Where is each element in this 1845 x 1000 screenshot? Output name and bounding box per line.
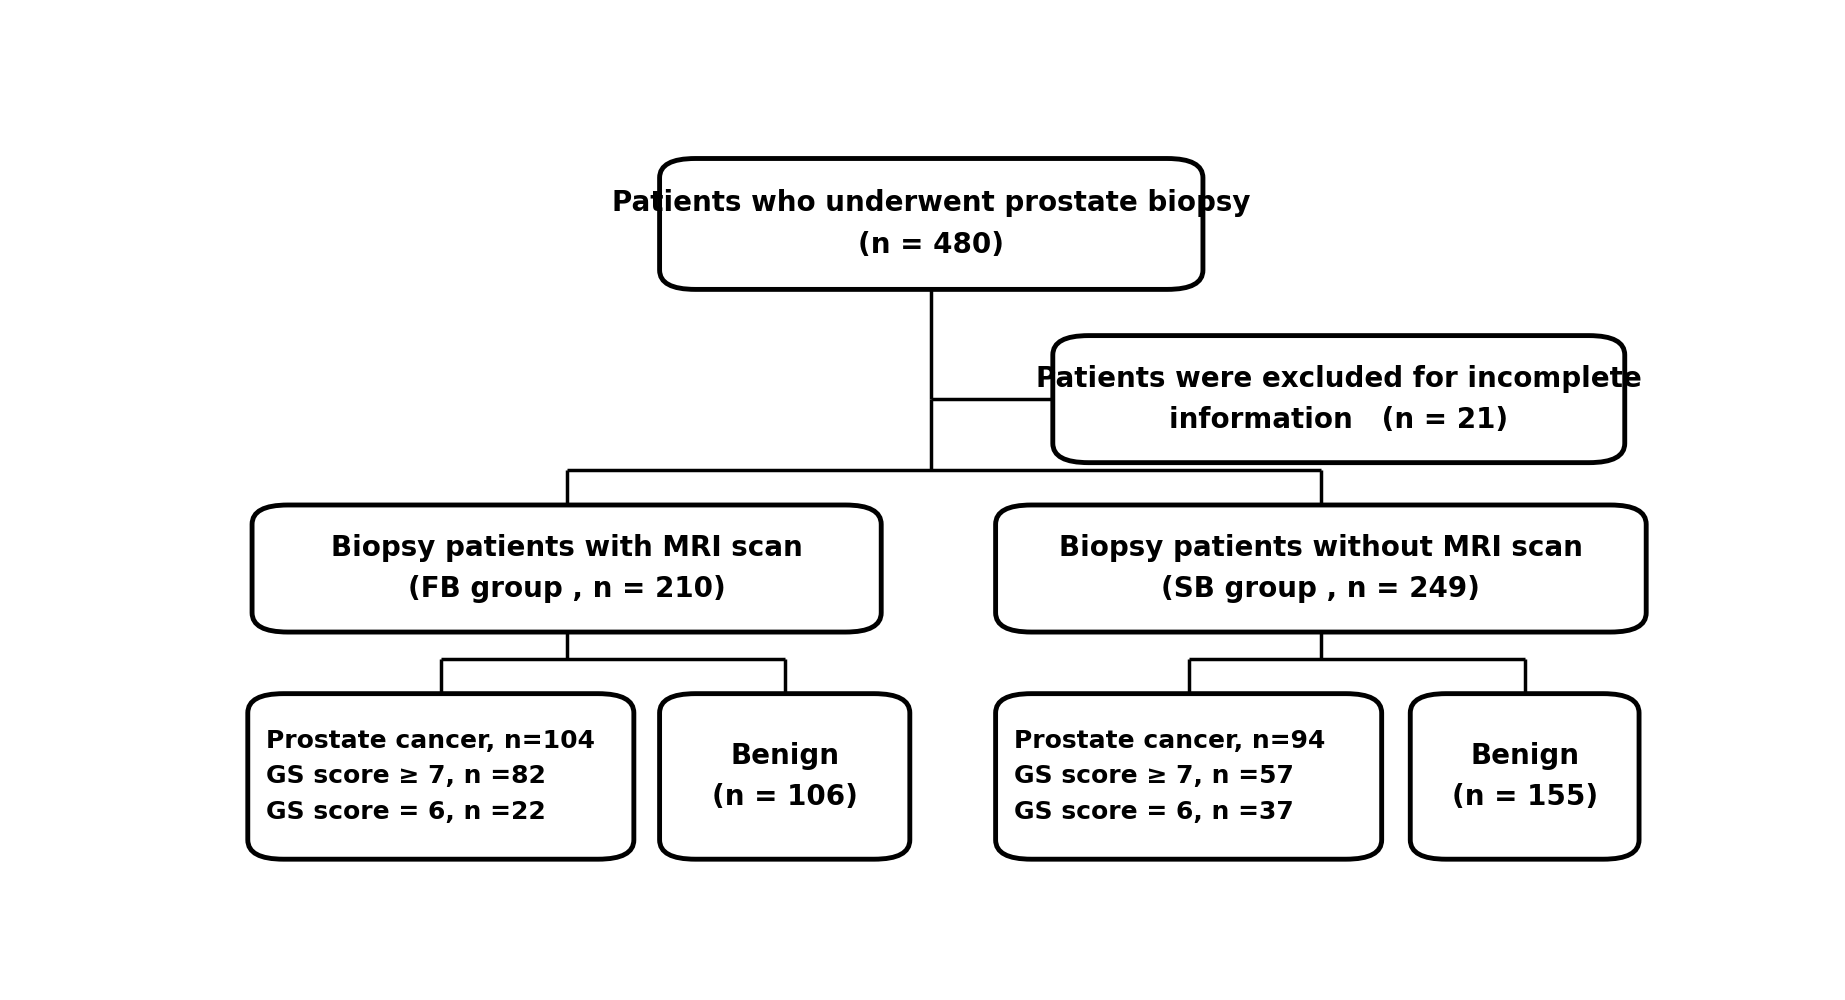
Text: Biopsy patients without MRI scan
(SB group , n = 249): Biopsy patients without MRI scan (SB gro… — [1059, 534, 1583, 603]
Text: Benign
(n = 106): Benign (n = 106) — [712, 742, 858, 811]
FancyBboxPatch shape — [247, 694, 635, 859]
Text: Benign
(n = 155): Benign (n = 155) — [1452, 742, 1598, 811]
FancyBboxPatch shape — [996, 505, 1646, 632]
FancyBboxPatch shape — [1410, 694, 1638, 859]
FancyBboxPatch shape — [1053, 336, 1625, 463]
Text: Patients were excluded for incomplete
information   (n = 21): Patients were excluded for incomplete in… — [1035, 365, 1642, 434]
Text: Prostate cancer, n=94
GS score ≥ 7, n =57
GS score = 6, n =37: Prostate cancer, n=94 GS score ≥ 7, n =5… — [1015, 729, 1325, 824]
FancyBboxPatch shape — [996, 694, 1382, 859]
Text: Biopsy patients with MRI scan
(FB group , n = 210): Biopsy patients with MRI scan (FB group … — [330, 534, 803, 603]
FancyBboxPatch shape — [661, 158, 1203, 289]
Text: Patients who underwent prostate biopsy
(n = 480): Patients who underwent prostate biopsy (… — [613, 189, 1251, 259]
FancyBboxPatch shape — [661, 694, 910, 859]
FancyBboxPatch shape — [253, 505, 882, 632]
Text: Prostate cancer, n=104
GS score ≥ 7, n =82
GS score = 6, n =22: Prostate cancer, n=104 GS score ≥ 7, n =… — [266, 729, 596, 824]
